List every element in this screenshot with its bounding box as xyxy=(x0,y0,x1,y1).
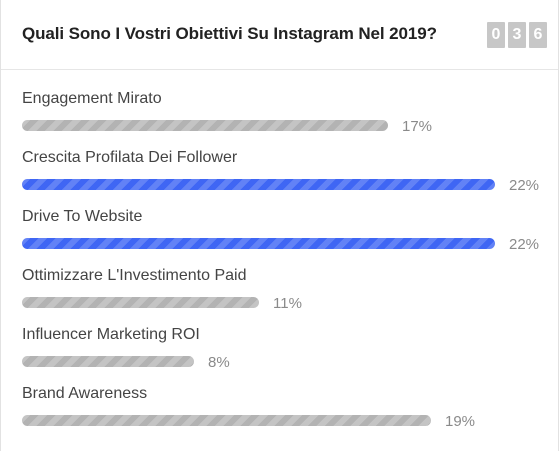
option-bar xyxy=(22,415,431,426)
option-bar-row: 8% xyxy=(22,354,547,371)
option-percent: 22% xyxy=(509,236,540,253)
poll-option[interactable]: Influencer Marketing ROI 8% xyxy=(22,326,547,385)
poll-header: Quali Sono I Vostri Obiettivi Su Instagr… xyxy=(1,0,558,70)
option-bar-row: 22% xyxy=(22,177,547,194)
option-label: Influencer Marketing ROI xyxy=(22,326,200,343)
poll-option[interactable]: Engagement Mirato 17% xyxy=(22,90,547,149)
option-bar xyxy=(22,297,259,308)
option-label: Engagement Mirato xyxy=(22,90,162,107)
option-bar-row: 19% xyxy=(22,413,547,430)
option-bar xyxy=(22,179,495,190)
option-label: Brand Awareness xyxy=(22,385,148,402)
option-percent: 11% xyxy=(273,295,302,312)
counter-digit: 6 xyxy=(529,22,547,48)
option-bar-row: 11% xyxy=(22,295,547,312)
poll-option[interactable]: Drive To Website 22% xyxy=(22,208,547,267)
poll-option[interactable]: Ottimizzare L'Investimento Paid 11% xyxy=(22,267,547,326)
poll-option[interactable]: Crescita Profilata Dei Follower 22% xyxy=(22,149,547,208)
poll-title: Quali Sono I Vostri Obiettivi Su Instagr… xyxy=(22,24,437,43)
option-label: Drive To Website xyxy=(22,208,143,225)
counter-digit: 3 xyxy=(508,22,526,48)
option-bar-row: 22% xyxy=(22,236,547,253)
option-bar-row: 17% xyxy=(22,118,547,135)
option-bar xyxy=(22,238,495,249)
option-bar xyxy=(22,120,388,131)
option-percent: 17% xyxy=(402,118,433,135)
option-percent: 19% xyxy=(445,413,476,430)
poll-option[interactable]: Brand Awareness 19% xyxy=(22,385,547,444)
vote-counter: 0 3 6 xyxy=(487,22,547,48)
option-label: Ottimizzare L'Investimento Paid xyxy=(22,267,247,284)
option-percent: 8% xyxy=(208,354,230,371)
option-bar xyxy=(22,356,194,367)
counter-digit: 0 xyxy=(487,22,505,48)
option-percent: 22% xyxy=(509,177,540,194)
poll-options: Engagement Mirato 17% Crescita Profilata… xyxy=(22,90,547,444)
option-label: Crescita Profilata Dei Follower xyxy=(22,149,238,166)
